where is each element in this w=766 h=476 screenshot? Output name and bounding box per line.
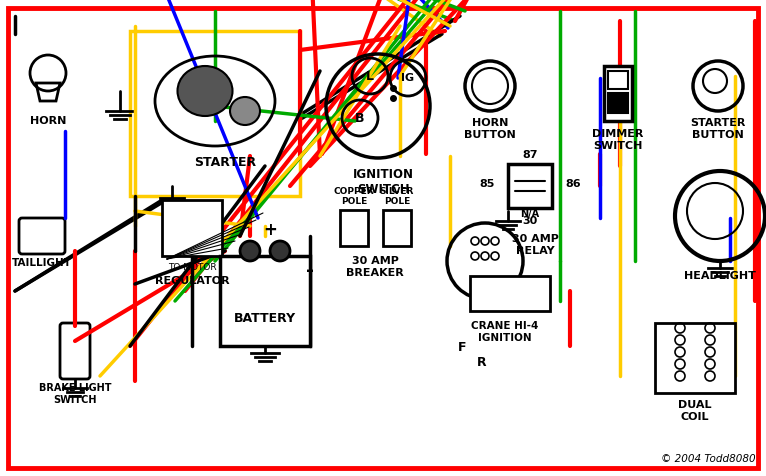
Text: REGULATOR: REGULATOR (155, 276, 229, 286)
Text: TO MOTOR: TO MOTOR (168, 263, 216, 272)
Text: CRANE HI-4
IGNITION: CRANE HI-4 IGNITION (471, 321, 538, 343)
Text: HORN
BUTTON: HORN BUTTON (464, 118, 516, 139)
Text: DIMMER
SWITCH: DIMMER SWITCH (592, 129, 643, 150)
Bar (220, 256, 310, 346)
Bar (383, 210, 411, 246)
FancyBboxPatch shape (130, 31, 300, 196)
Text: L: L (366, 69, 374, 82)
Text: 85: 85 (480, 179, 495, 189)
Text: HORN: HORN (30, 116, 66, 126)
Bar (608, 71, 628, 89)
Bar (508, 164, 552, 208)
Bar (608, 93, 628, 113)
Text: R: R (477, 356, 487, 369)
Text: BATTERY: BATTERY (234, 313, 296, 326)
Text: 30 AMP
RELAY: 30 AMP RELAY (512, 234, 558, 256)
Ellipse shape (230, 97, 260, 125)
Text: B: B (355, 111, 365, 125)
Circle shape (270, 241, 290, 261)
Circle shape (240, 241, 260, 261)
Text: STARTER: STARTER (194, 156, 256, 169)
Text: BRAKE LIGHT
SWITCH: BRAKE LIGHT SWITCH (39, 383, 111, 405)
Text: HEADLIGHT: HEADLIGHT (684, 271, 756, 281)
Text: N/A: N/A (520, 209, 539, 219)
Text: STARTER
BUTTON: STARTER BUTTON (690, 118, 745, 139)
Text: F: F (458, 341, 466, 354)
Text: +: + (263, 221, 277, 239)
Text: 87: 87 (522, 150, 538, 160)
Text: © 2004 Todd8080: © 2004 Todd8080 (661, 454, 756, 464)
Text: 30: 30 (522, 216, 538, 226)
Text: IG: IG (401, 73, 414, 83)
Bar (340, 210, 368, 246)
Ellipse shape (178, 66, 233, 116)
Bar (162, 200, 222, 256)
Text: SILVER
POLE: SILVER POLE (380, 187, 414, 206)
Text: 30 AMP
BREAKER: 30 AMP BREAKER (346, 256, 404, 278)
Text: 86: 86 (565, 179, 581, 189)
FancyBboxPatch shape (60, 323, 90, 379)
FancyBboxPatch shape (19, 218, 65, 254)
Bar (655, 323, 735, 393)
Text: DUAL
COIL: DUAL COIL (678, 400, 712, 422)
Text: -: - (306, 261, 314, 280)
Text: IGNITION
SWITCH: IGNITION SWITCH (352, 168, 414, 196)
Bar (470, 276, 550, 311)
Bar (604, 66, 632, 121)
Text: COPPER
POLE: COPPER POLE (334, 187, 375, 206)
Text: TAILLIGHT: TAILLIGHT (12, 258, 72, 268)
